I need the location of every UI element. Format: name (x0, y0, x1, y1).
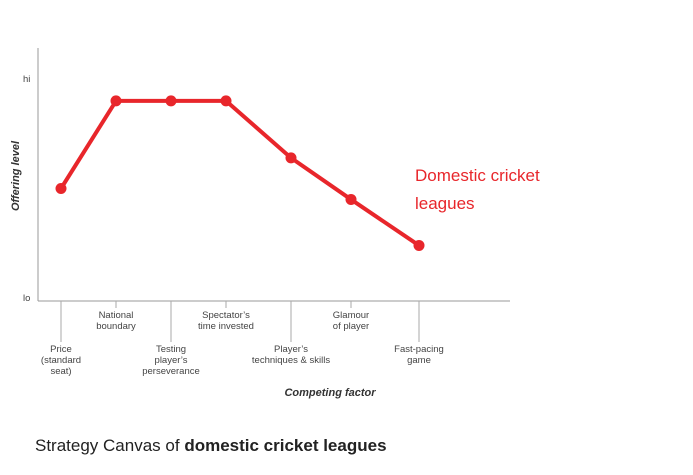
category-label-0-line-2: seat) (50, 366, 71, 377)
series-layer: Domestic cricket leagues (55, 95, 540, 251)
y-axis-title: Offering level (10, 140, 22, 211)
category-label-2-line-0: Testing (156, 344, 186, 355)
category-label-4-line-0: Player’s (274, 344, 308, 355)
data-point-6 (413, 239, 425, 251)
data-point-1 (110, 95, 122, 107)
data-point-2 (165, 95, 177, 107)
series-label-line-0: Domestic cricket (415, 166, 540, 185)
data-point-4 (285, 152, 297, 164)
category-label-5-line-0: Glamour (333, 310, 369, 321)
category-label-5-line-1: of player (333, 321, 369, 332)
data-point-3 (220, 95, 232, 107)
y-ticks: hi lo (23, 74, 30, 304)
category-label-1-line-1: boundary (96, 321, 136, 332)
category-label-6-line-0: Fast-pacing (394, 344, 444, 355)
series-label-line-1: leagues (415, 194, 475, 213)
chart-svg: Offering level Competing factor hi lo Pri… (10, 48, 540, 399)
data-point-5 (345, 193, 357, 205)
category-label-4-line-1: techniques & skills (252, 355, 330, 366)
category-label-3-line-0: Spectator’s (202, 310, 250, 321)
category-label-6-line-1: game (407, 355, 431, 366)
series-line-0 (59, 98, 421, 248)
category-label-2-line-2: perseverance (142, 366, 200, 377)
category-label-2-line-1: player’s (155, 355, 188, 366)
data-point-0 (55, 183, 67, 194)
caption-prefix: Strategy Canvas of (35, 436, 185, 455)
y-tick-label-lo: lo (23, 293, 30, 304)
x-axis-title: Competing factor (284, 387, 376, 399)
category-label-1-line-0: National (99, 310, 134, 321)
caption-bold: domestic cricket leagues (184, 436, 387, 455)
category-label-3-line-1: time invested (198, 321, 254, 332)
strategy-canvas-chart: Offering level Competing factor hi lo Pri… (10, 48, 540, 399)
category-label-0-line-0: Price (50, 344, 72, 355)
y-tick-label-hi: hi (23, 74, 30, 85)
figure-caption: Strategy Canvas of domestic cricket leag… (35, 436, 387, 456)
category-label-0-line-1: (standard (41, 355, 81, 366)
